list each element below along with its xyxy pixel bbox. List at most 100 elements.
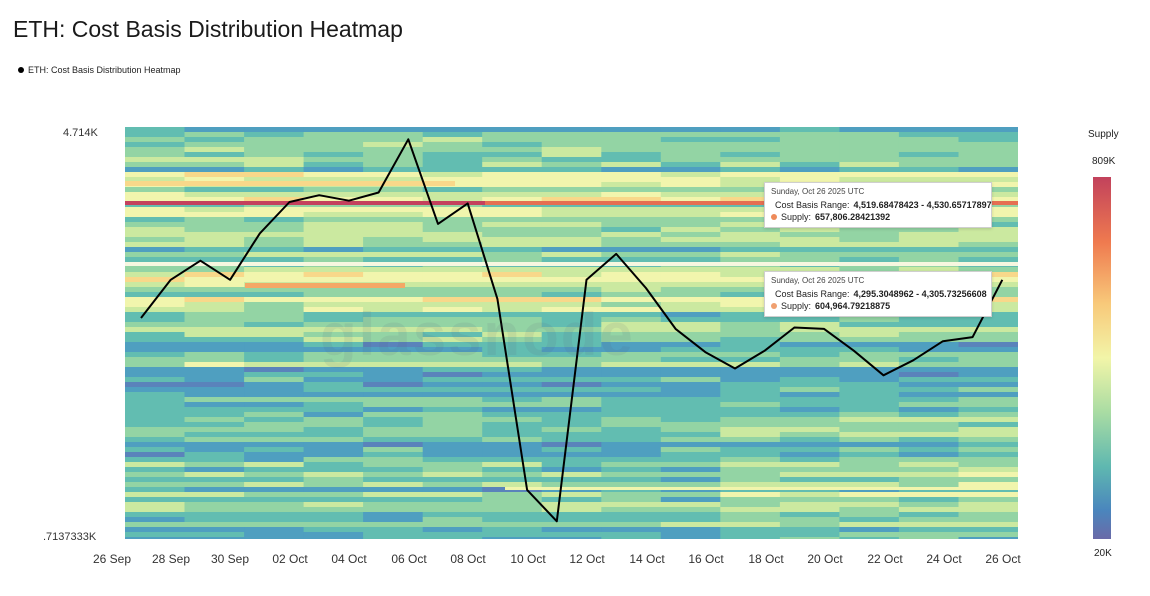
price-line bbox=[140, 138, 1004, 523]
heatmap-cell bbox=[958, 172, 1018, 177]
heatmap-cell bbox=[482, 182, 543, 187]
heatmap-cell bbox=[898, 332, 959, 337]
heatmap-cell bbox=[303, 472, 364, 477]
heatmap-cell bbox=[541, 527, 602, 532]
heatmap-cell bbox=[303, 142, 364, 147]
heatmap-cell bbox=[660, 482, 721, 487]
heatmap-cell bbox=[898, 317, 959, 322]
heatmap-cell bbox=[958, 152, 1018, 157]
heatmap-cell bbox=[839, 412, 900, 417]
heatmap-cell bbox=[363, 312, 424, 317]
heatmap-cell bbox=[779, 382, 840, 387]
heatmap-cell bbox=[184, 277, 245, 282]
heatmap-plot[interactable] bbox=[125, 127, 1018, 539]
heatmap-cell bbox=[303, 462, 364, 467]
heatmap-cell bbox=[541, 192, 602, 197]
heatmap-cell bbox=[839, 352, 900, 357]
heatmap-cell bbox=[422, 512, 483, 517]
heatmap-cell bbox=[244, 472, 305, 477]
heatmap-cell bbox=[660, 152, 721, 157]
heatmap-cell bbox=[720, 352, 781, 357]
heatmap-cell bbox=[482, 472, 543, 477]
heatmap-cell bbox=[958, 517, 1018, 522]
tooltip-1-supply-label: Supply: bbox=[781, 212, 812, 222]
heatmap-cell bbox=[184, 167, 245, 172]
heatmap-cell bbox=[125, 447, 186, 452]
heatmap-cell bbox=[720, 462, 781, 467]
heatmap-cell bbox=[839, 407, 900, 412]
heatmap-cell bbox=[958, 502, 1018, 507]
heatmap-cell bbox=[363, 462, 424, 467]
heatmap-cell bbox=[244, 532, 305, 537]
heatmap-cell bbox=[541, 222, 602, 227]
heatmap-cell bbox=[303, 367, 364, 372]
heatmap-cell bbox=[482, 422, 543, 427]
heatmap-cell bbox=[125, 492, 186, 497]
heatmap-cell bbox=[541, 337, 602, 342]
heatmap-cell bbox=[184, 432, 245, 437]
heatmap-cell bbox=[125, 467, 186, 472]
legend[interactable]: ETH: Cost Basis Distribution Heatmap bbox=[18, 65, 181, 75]
heatmap-cell bbox=[839, 392, 900, 397]
heatmap-cell bbox=[839, 142, 900, 147]
tooltip-2-supply-dot-icon bbox=[771, 303, 777, 309]
heatmap-cell bbox=[244, 422, 305, 427]
heatmap-cell bbox=[958, 477, 1018, 482]
heatmap-cell bbox=[244, 237, 305, 242]
heatmap-cell bbox=[184, 472, 245, 477]
heatmap-cell bbox=[601, 437, 662, 442]
heatmap-cell bbox=[601, 497, 662, 502]
heatmap-cell bbox=[363, 197, 424, 202]
heatmap-cell bbox=[363, 402, 424, 407]
heatmap-cell bbox=[244, 227, 305, 232]
heatmap-cell bbox=[601, 382, 662, 387]
heatmap-cell bbox=[601, 257, 662, 262]
x-tick-label: 16 Oct bbox=[688, 552, 724, 566]
heatmap-cell bbox=[958, 362, 1018, 367]
heatmap-cell bbox=[125, 437, 186, 442]
heatmap-cell bbox=[779, 522, 840, 527]
heatmap-cell bbox=[898, 132, 959, 137]
heatmap-cell bbox=[660, 402, 721, 407]
heatmap-cell bbox=[482, 407, 543, 412]
heatmap-cell bbox=[125, 197, 186, 202]
heatmap-cell bbox=[422, 302, 483, 307]
heatmap-cell bbox=[958, 232, 1018, 237]
heatmap-cell bbox=[303, 127, 364, 132]
heatmap-cell bbox=[541, 432, 602, 437]
heatmap-cell bbox=[363, 522, 424, 527]
heatmap-cell bbox=[958, 397, 1018, 402]
heatmap-cell bbox=[779, 232, 840, 237]
heatmap-cell bbox=[720, 302, 781, 307]
heatmap-cell bbox=[898, 257, 959, 262]
heatmap-cell bbox=[541, 332, 602, 337]
heatmap-cell bbox=[601, 197, 662, 202]
heatmap-cell bbox=[779, 432, 840, 437]
heatmap-cell bbox=[303, 442, 364, 447]
heatmap-cell bbox=[422, 172, 483, 177]
heatmap-cell bbox=[184, 522, 245, 527]
heatmap-cell bbox=[541, 472, 602, 477]
heatmap-cell bbox=[660, 472, 721, 477]
heatmap-cell bbox=[184, 242, 245, 247]
heatmap-cell bbox=[898, 482, 959, 487]
heatmap-cell bbox=[660, 172, 721, 177]
heatmap-cell bbox=[779, 517, 840, 522]
heatmap-cell bbox=[898, 327, 959, 332]
heatmap-cell bbox=[363, 537, 424, 539]
heatmap-cell bbox=[125, 497, 186, 502]
heatmap-cell bbox=[244, 352, 305, 357]
heatmap-cell bbox=[244, 507, 305, 512]
heatmap-cell bbox=[720, 457, 781, 462]
heatmap-cell bbox=[839, 387, 900, 392]
heatmap-cell bbox=[482, 347, 543, 352]
heatmap-cell bbox=[958, 447, 1018, 452]
heatmap-cell bbox=[898, 232, 959, 237]
heatmap-cell bbox=[244, 437, 305, 442]
heatmap-cell bbox=[482, 372, 543, 377]
heatmap-cell bbox=[601, 397, 662, 402]
heatmap-cell bbox=[958, 137, 1018, 142]
heatmap-cell bbox=[125, 167, 186, 172]
heatmap-cell bbox=[958, 497, 1018, 502]
heatmap-cell bbox=[839, 267, 900, 272]
